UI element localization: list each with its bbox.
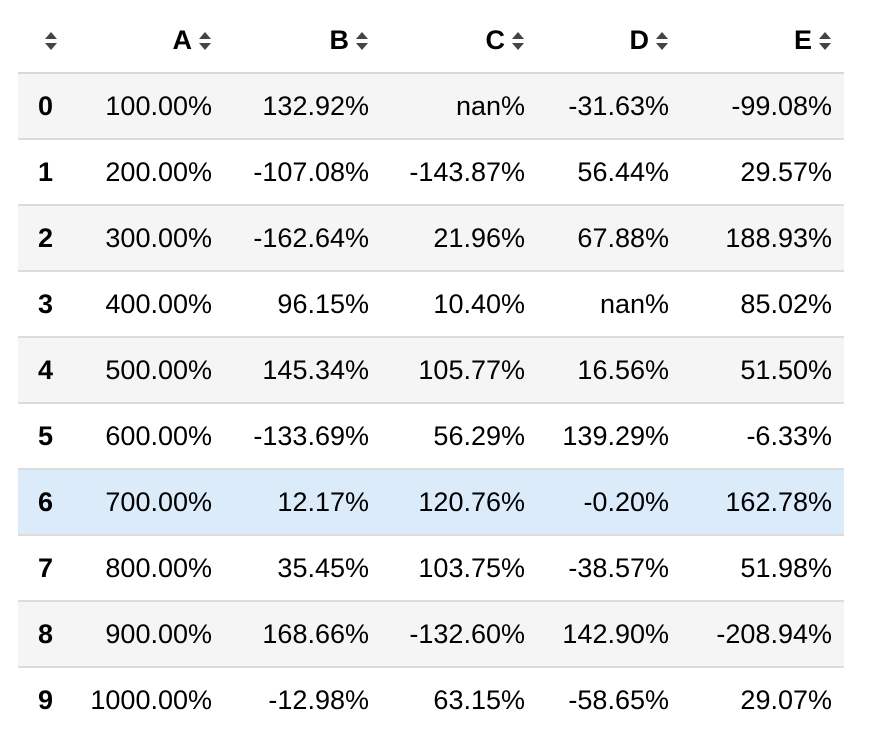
cell-c: 105.77%	[381, 337, 537, 404]
column-header-label: D	[629, 24, 650, 55]
column-header-label: B	[329, 24, 350, 55]
cell-e: -6.33%	[681, 403, 844, 470]
data-table-container: A B C D E 0 100.00% 132.92%	[18, 8, 844, 732]
cell-b: 12.17%	[224, 469, 381, 536]
cell-b: 96.15%	[224, 271, 381, 338]
cell-c: -143.87%	[381, 139, 537, 206]
row-index: 0	[18, 73, 78, 140]
table-header: A B C D E	[18, 8, 844, 74]
cell-e: 51.50%	[681, 337, 844, 404]
cell-e: 29.07%	[681, 667, 844, 732]
sort-arrows-icon[interactable]	[655, 31, 669, 51]
cell-d: -38.57%	[537, 535, 681, 602]
cell-a: 300.00%	[78, 205, 224, 272]
cell-e: 162.78%	[681, 469, 844, 536]
sort-arrows-icon[interactable]	[355, 31, 369, 51]
row-index: 6	[18, 469, 78, 536]
column-header-label: A	[172, 24, 193, 55]
cell-d: 16.56%	[537, 337, 681, 404]
row-index: 1	[18, 139, 78, 206]
header-row: A B C D E	[18, 8, 844, 74]
cell-e: 51.98%	[681, 535, 844, 602]
table-row[interactable]: 2 300.00% -162.64% 21.96% 67.88% 188.93%	[18, 205, 844, 272]
row-index: 5	[18, 403, 78, 470]
cell-d: 142.90%	[537, 601, 681, 668]
data-table: A B C D E 0 100.00% 132.92%	[18, 8, 844, 732]
cell-a: 200.00%	[78, 139, 224, 206]
row-index: 2	[18, 205, 78, 272]
cell-a: 400.00%	[78, 271, 224, 338]
cell-c: 103.75%	[381, 535, 537, 602]
cell-c: 56.29%	[381, 403, 537, 470]
column-header-c[interactable]: C	[381, 8, 537, 74]
cell-a: 500.00%	[78, 337, 224, 404]
table-row[interactable]: 1 200.00% -107.08% -143.87% 56.44% 29.57…	[18, 139, 844, 206]
column-header-b[interactable]: B	[224, 8, 381, 74]
cell-e: 29.57%	[681, 139, 844, 206]
cell-d: -31.63%	[537, 73, 681, 140]
row-index: 4	[18, 337, 78, 404]
cell-d: -0.20%	[537, 469, 681, 536]
cell-b: -12.98%	[224, 667, 381, 732]
cell-a: 1000.00%	[78, 667, 224, 732]
cell-c: 63.15%	[381, 667, 537, 732]
cell-b: -162.64%	[224, 205, 381, 272]
cell-c: nan%	[381, 73, 537, 140]
sort-arrows-icon[interactable]	[511, 31, 525, 51]
cell-b: 35.45%	[224, 535, 381, 602]
column-header-label: C	[485, 24, 506, 55]
table-row[interactable]: 4 500.00% 145.34% 105.77% 16.56% 51.50%	[18, 337, 844, 404]
cell-d: 139.29%	[537, 403, 681, 470]
cell-d: -58.65%	[537, 667, 681, 732]
cell-e: -208.94%	[681, 601, 844, 668]
cell-a: 800.00%	[78, 535, 224, 602]
cell-a: 900.00%	[78, 601, 224, 668]
sort-arrows-icon[interactable]	[198, 31, 212, 51]
table-row-highlighted[interactable]: 6 700.00% 12.17% 120.76% -0.20% 162.78%	[18, 469, 844, 536]
cell-e: -99.08%	[681, 73, 844, 140]
sort-arrows-icon[interactable]	[818, 31, 832, 51]
cell-d: 67.88%	[537, 205, 681, 272]
cell-b: -107.08%	[224, 139, 381, 206]
cell-a: 100.00%	[78, 73, 224, 140]
column-header-e[interactable]: E	[681, 8, 844, 74]
table-row[interactable]: 3 400.00% 96.15% 10.40% nan% 85.02%	[18, 271, 844, 338]
cell-d: nan%	[537, 271, 681, 338]
cell-b: 145.34%	[224, 337, 381, 404]
table-row[interactable]: 0 100.00% 132.92% nan% -31.63% -99.08%	[18, 73, 844, 140]
index-column-header[interactable]	[18, 8, 78, 74]
cell-a: 600.00%	[78, 403, 224, 470]
cell-b: -133.69%	[224, 403, 381, 470]
cell-c: 10.40%	[381, 271, 537, 338]
sort-arrows-icon[interactable]	[44, 31, 58, 51]
table-body: 0 100.00% 132.92% nan% -31.63% -99.08% 1…	[18, 73, 844, 732]
cell-b: 132.92%	[224, 73, 381, 140]
row-index: 9	[18, 667, 78, 732]
cell-c: -132.60%	[381, 601, 537, 668]
column-header-label: E	[793, 24, 812, 55]
row-index: 3	[18, 271, 78, 338]
cell-e: 188.93%	[681, 205, 844, 272]
column-header-a[interactable]: A	[78, 8, 224, 74]
cell-e: 85.02%	[681, 271, 844, 338]
table-row[interactable]: 8 900.00% 168.66% -132.60% 142.90% -208.…	[18, 601, 844, 668]
row-index: 8	[18, 601, 78, 668]
row-index: 7	[18, 535, 78, 602]
table-row[interactable]: 7 800.00% 35.45% 103.75% -38.57% 51.98%	[18, 535, 844, 602]
cell-d: 56.44%	[537, 139, 681, 206]
column-header-d[interactable]: D	[537, 8, 681, 74]
table-row[interactable]: 5 600.00% -133.69% 56.29% 139.29% -6.33%	[18, 403, 844, 470]
cell-c: 120.76%	[381, 469, 537, 536]
cell-b: 168.66%	[224, 601, 381, 668]
cell-c: 21.96%	[381, 205, 537, 272]
cell-a: 700.00%	[78, 469, 224, 536]
table-row[interactable]: 9 1000.00% -12.98% 63.15% -58.65% 29.07%	[18, 667, 844, 732]
